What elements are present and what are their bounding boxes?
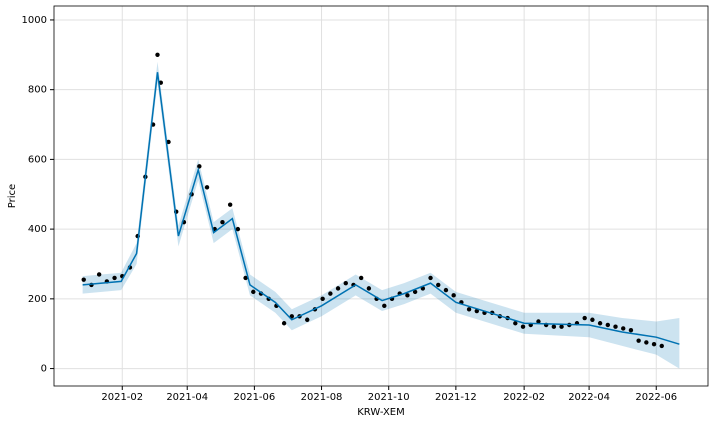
observed-point xyxy=(513,321,518,326)
observed-point xyxy=(659,343,664,349)
observed-point xyxy=(405,293,410,298)
observed-point xyxy=(251,289,256,295)
observed-point xyxy=(597,321,603,326)
y-tick-label: 0 xyxy=(41,364,47,375)
observed-point xyxy=(343,280,348,286)
observed-point xyxy=(605,322,611,328)
observed-point xyxy=(366,286,372,291)
observed-point xyxy=(220,219,225,225)
observed-point xyxy=(289,314,295,319)
y-tick-label: 1000 xyxy=(22,15,47,26)
y-tick-label: 800 xyxy=(28,85,47,96)
observed-point xyxy=(559,324,564,329)
observed-point xyxy=(155,52,160,58)
observed-point xyxy=(582,315,587,321)
observed-point xyxy=(112,275,117,281)
observed-point xyxy=(436,282,441,288)
x-axis-label: KRW-XEM xyxy=(357,407,405,418)
observed-point xyxy=(644,340,649,345)
observed-point xyxy=(166,139,171,145)
observed-point xyxy=(590,317,595,322)
observed-point xyxy=(197,164,202,169)
observed-point xyxy=(536,319,541,324)
plot-frame xyxy=(53,5,709,387)
observed-point xyxy=(335,286,341,291)
uncertainty-band xyxy=(82,61,680,369)
x-tick-label: 2021-04 xyxy=(166,392,208,403)
x-tick-label: 2021-08 xyxy=(301,392,343,403)
observed-point xyxy=(358,275,364,281)
observed-point xyxy=(281,321,287,326)
observed-point xyxy=(474,308,479,314)
observed-point xyxy=(613,324,618,329)
observed-point xyxy=(428,275,433,281)
observed-point xyxy=(382,303,387,309)
observed-point xyxy=(305,317,310,322)
observed-point xyxy=(466,307,472,312)
x-tick-label: 2022-02 xyxy=(503,392,545,403)
x-tick-label: 2022-06 xyxy=(635,392,677,403)
observed-point xyxy=(243,275,248,281)
observed-point xyxy=(320,296,325,302)
observed-point xyxy=(443,287,449,293)
observed-point xyxy=(235,226,241,232)
y-tick-label: 600 xyxy=(28,154,47,165)
y-tick-label: 400 xyxy=(28,224,47,235)
x-tick-label: 2021-10 xyxy=(368,392,410,403)
x-tick-label: 2022-04 xyxy=(568,392,610,403)
observed-point xyxy=(628,328,634,333)
observed-point xyxy=(412,289,418,295)
forecast-line xyxy=(82,72,680,345)
x-tick-label: 2021-12 xyxy=(435,392,477,403)
y-axis-label: Price xyxy=(7,184,18,208)
observed-point xyxy=(651,341,657,347)
observed-point xyxy=(204,185,210,190)
observed-point xyxy=(96,272,102,277)
x-tick-label: 2021-02 xyxy=(101,392,143,403)
observed-point xyxy=(81,277,86,282)
observed-point xyxy=(636,338,641,343)
observed-point xyxy=(551,324,557,329)
y-tick-label: 200 xyxy=(28,294,47,305)
observed-point xyxy=(328,291,333,296)
observed-point xyxy=(520,324,526,329)
observed-point xyxy=(621,326,626,331)
x-tick-label: 2021-06 xyxy=(233,392,275,403)
observed-point xyxy=(227,202,233,207)
observed-point xyxy=(451,293,456,298)
